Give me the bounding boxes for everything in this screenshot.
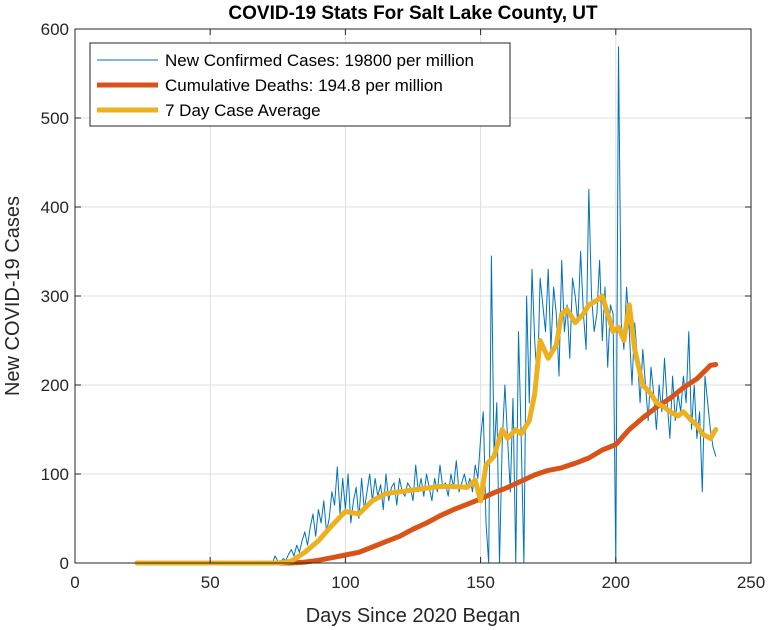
series-cumulative-deaths-line bbox=[134, 362, 719, 566]
y-tick-label: 100 bbox=[41, 465, 69, 484]
y-tick-label: 200 bbox=[41, 376, 69, 395]
y-tick-label: 400 bbox=[41, 198, 69, 217]
y-axis-label: New COVID-19 Cases bbox=[2, 196, 24, 396]
chart-title: COVID-19 Stats For Salt Lake County, UT bbox=[228, 3, 598, 24]
y-tick-label: 500 bbox=[41, 109, 69, 128]
series-new-cases-line bbox=[136, 46, 717, 564]
series-7-day-average-line bbox=[134, 293, 719, 566]
x-tick-label: 100 bbox=[331, 573, 359, 592]
y-tick-label: 600 bbox=[41, 20, 69, 39]
series-layer bbox=[134, 46, 719, 566]
x-tick-label: 250 bbox=[737, 573, 765, 592]
legend: New Confirmed Cases: 19800 per million C… bbox=[89, 42, 511, 127]
x-tick-label: 200 bbox=[602, 573, 630, 592]
x-tick-label: 150 bbox=[466, 573, 494, 592]
x-axis-label: Days Since 2020 Began bbox=[306, 605, 521, 627]
x-tick-label: 0 bbox=[70, 573, 79, 592]
legend-label-new-cases: New Confirmed Cases: 19800 per million bbox=[165, 51, 474, 70]
x-tick-label: 50 bbox=[201, 573, 220, 592]
legend-label-cumulative-deaths: Cumulative Deaths: 194.8 per million bbox=[165, 76, 443, 95]
axis-ticks: 0 50 100 150 200 250 0 100 200 300 400 500 600 bbox=[41, 20, 766, 592]
y-tick-label: 300 bbox=[41, 287, 69, 306]
y-tick-label: 0 bbox=[60, 554, 69, 573]
legend-label-7-day-average: 7 Day Case Average bbox=[165, 101, 321, 120]
legend-box bbox=[89, 42, 511, 127]
